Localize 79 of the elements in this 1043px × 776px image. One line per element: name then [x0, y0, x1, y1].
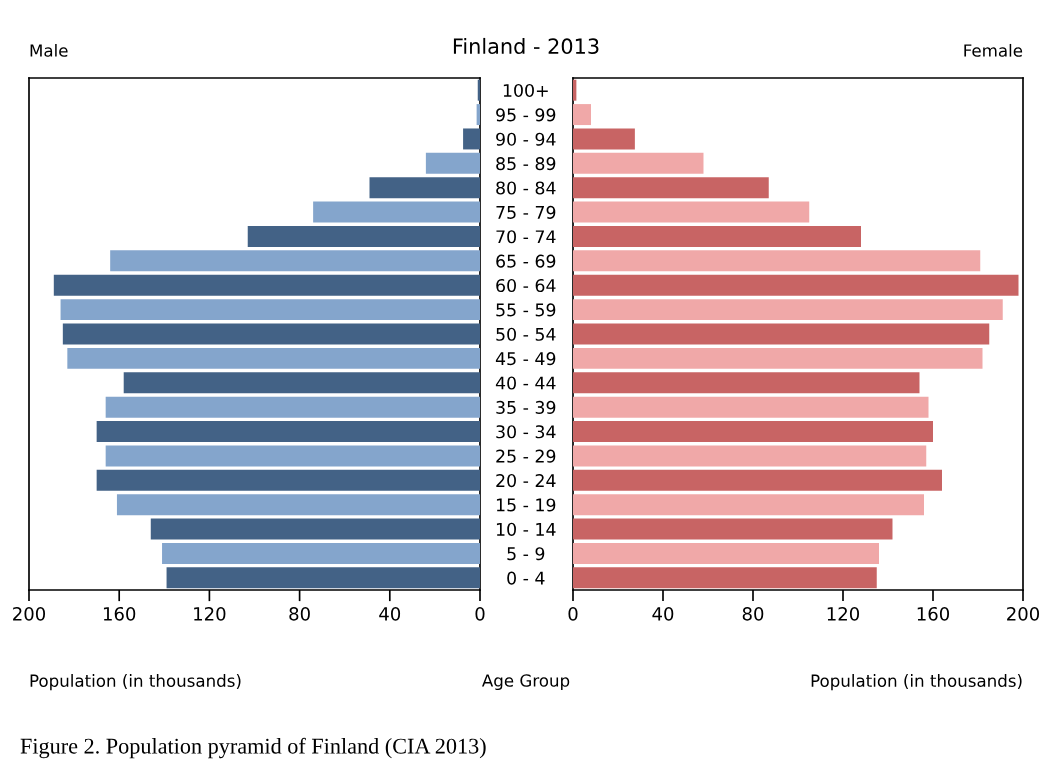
y-tick-label: 0 - 4 — [507, 571, 545, 585]
x-tick-label: 80 — [289, 606, 310, 621]
y-tick-label: 20 - 24 — [496, 474, 556, 488]
bar — [166, 567, 480, 589]
bar — [573, 542, 879, 564]
x-tick-label: 0 — [475, 606, 485, 621]
y-tick-label: 60 - 64 — [496, 278, 556, 293]
bar — [313, 201, 480, 223]
x-tick-label: 120 — [194, 606, 226, 621]
x-tick-label: 160 — [103, 606, 136, 621]
y-tick-label: 10 - 14 — [496, 522, 556, 536]
y-tick-label: 5 - 9 — [507, 547, 545, 561]
bar — [573, 494, 924, 516]
x-tick-label: 0 — [568, 606, 578, 621]
bar — [573, 201, 810, 223]
bar — [105, 396, 480, 418]
bar — [573, 567, 877, 589]
bar — [573, 104, 591, 126]
bar — [62, 323, 480, 345]
y-tick-label: 75 - 79 — [496, 205, 556, 219]
bar — [573, 225, 861, 247]
x-axis-title: Population (in thousands) — [30, 674, 241, 691]
bar — [573, 128, 635, 150]
chart-title: Female — [964, 43, 1023, 57]
bar — [96, 469, 480, 491]
y-axis-title: Age Group — [482, 674, 570, 691]
y-tick-label: 35 - 39 — [496, 400, 556, 414]
y-tick-label: 85 - 89 — [496, 157, 556, 171]
bar — [573, 347, 983, 369]
y-tick-label: 100+ — [503, 83, 548, 98]
x-tick-label: 200 — [13, 606, 46, 621]
bar — [573, 396, 929, 418]
y-tick-label: 65 - 69 — [496, 254, 556, 268]
bar — [573, 250, 981, 272]
bar — [463, 128, 480, 150]
x-tick-label: 80 — [742, 606, 764, 621]
bar — [425, 152, 480, 174]
bar — [573, 152, 704, 174]
y-tick-label: 70 - 74 — [496, 230, 556, 244]
x-axis-title: Population (in thousands) — [811, 674, 1022, 691]
y-tick-label: 55 - 59 — [496, 303, 556, 317]
bar — [150, 518, 480, 540]
bar — [573, 421, 933, 443]
bar — [123, 372, 480, 394]
bar — [247, 225, 480, 247]
y-tick-label: 25 - 29 — [496, 449, 556, 463]
bar — [105, 445, 480, 467]
bar — [573, 445, 927, 467]
bar — [116, 494, 480, 516]
bar — [369, 177, 480, 199]
bar — [573, 469, 942, 491]
x-tick-label: 200 — [1007, 606, 1040, 621]
x-tick-label: 40 — [379, 606, 401, 621]
bar — [573, 372, 920, 394]
bar — [110, 250, 480, 272]
y-tick-label: 40 - 44 — [495, 376, 556, 390]
x-tick-label: 120 — [827, 606, 860, 621]
y-tick-label: 90 - 94 — [496, 132, 556, 146]
y-tick-label: 80 - 84 — [496, 181, 556, 195]
bar — [573, 323, 990, 345]
bar — [67, 347, 480, 369]
bar — [53, 274, 480, 296]
bar — [573, 518, 893, 540]
y-tick-label: 30 - 34 — [496, 425, 556, 439]
caption: Figure 2. Population pyramid of Finland (CIA 2013) — [20, 737, 486, 759]
bar — [573, 299, 1003, 321]
x-tick-label: 160 — [917, 606, 950, 621]
y-tick-label: 95 - 99 — [496, 108, 556, 122]
chart-title: Male — [30, 43, 68, 57]
y-tick-label: 15 - 19 — [496, 498, 556, 512]
y-tick-label: 45 - 49 — [495, 352, 556, 366]
bar — [573, 274, 1019, 296]
y-tick-label: 50 - 54 — [496, 327, 556, 341]
bar — [162, 542, 480, 564]
bar — [573, 177, 769, 199]
x-tick-label: 40 — [652, 606, 674, 621]
text: Finland - 2013 — [453, 37, 599, 55]
bar — [60, 299, 480, 321]
bar — [96, 421, 480, 443]
